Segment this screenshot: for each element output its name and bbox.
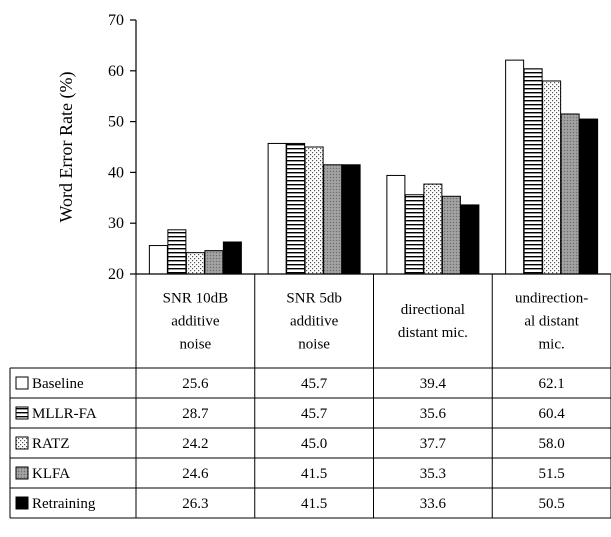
bar-baseline-1 [267,142,287,275]
bar-klfa-1 [323,164,343,275]
legend-swatch-klfa [15,466,29,480]
data-table: Baseline 25.6 45.7 39.4 62.1 MLLR-FA 28.7 45.7 3… [9,367,611,519]
legend-label-ratz: RATZ [32,436,70,452]
bar-mllr-fa-1 [286,142,306,275]
table-cell-klfa-0: 24.6 [182,466,209,482]
table-cell-ratz-3: 58.0 [539,436,565,452]
bar-retraining-3 [579,118,599,275]
y-tick-label-50: 50 [108,114,124,131]
category-label-3: undirection-al distant mic. [515,291,588,353]
table-cell-retraining-3: 50.5 [539,496,565,512]
table-cell-klfa-2: 35.3 [420,466,446,482]
legend-swatch-baseline [15,376,29,390]
bar-retraining-2 [460,204,480,275]
legend-label-retraining: Retraining [32,496,96,512]
y-axis-title: Word Error Rate (%) [56,72,77,223]
y-axis: 20 30 40 50 60 70 Word Error Rate (%) [56,12,137,283]
bar-klfa-3 [560,113,580,275]
plot-area [148,59,599,275]
y-tick-label-40: 40 [108,164,124,181]
bar-klfa-2 [441,195,461,275]
legend-swatch-ratz [15,436,29,450]
bar-ratz-2 [423,183,443,275]
table-cell-ratz-2: 37.7 [420,436,447,452]
table-cell-mllr-fa-0: 28.7 [182,406,209,422]
table-cell-mllr-fa-1: 45.7 [301,406,328,422]
bar-ratz-1 [304,146,324,275]
bar-klfa-0 [204,250,224,275]
table-cell-mllr-fa-2: 35.6 [420,406,447,422]
table-cell-retraining-0: 26.3 [182,496,208,512]
category-label-0: SNR 10dB additive noise [163,291,228,353]
bar-baseline-2 [386,174,406,275]
table-cell-baseline-3: 62.1 [539,376,565,392]
table-cell-baseline-0: 25.6 [182,376,209,392]
y-tick-label-60: 60 [108,63,124,80]
legend-swatch-retraining [15,496,29,510]
y-tick-label-20: 20 [108,266,124,283]
category-label-1: SNR 5db additive noise [286,291,341,353]
category-labels: SNR 10dB additive noise SNR 5db additive nois… [135,273,611,518]
table-cell-mllr-fa-3: 60.4 [539,406,566,422]
bar-ratz-0 [185,252,205,275]
bar-retraining-0 [222,241,242,275]
legend-label-klfa: KLFA [32,466,70,482]
y-tick-label-70: 70 [108,12,124,29]
bar-mllr-fa-0 [167,229,187,275]
table-cell-klfa-3: 51.5 [539,466,565,482]
bar-mllr-fa-2 [404,194,424,275]
bar-retraining-1 [341,164,361,275]
legend-swatch-mllr-fa [15,406,29,420]
table-cell-ratz-0: 24.2 [182,436,208,452]
table-cell-baseline-1: 45.7 [301,376,328,392]
legend-label-baseline: Baseline [32,376,84,392]
table-cell-retraining-1: 41.5 [301,496,327,512]
table-cell-klfa-1: 41.5 [301,466,327,482]
bar-baseline-3 [505,59,525,275]
legend-label-mllr-fa: MLLR-FA [32,406,97,422]
table-cell-ratz-1: 45.0 [301,436,327,452]
table-cell-retraining-2: 33.6 [420,496,447,512]
y-tick-label-30: 30 [108,215,124,232]
bar-ratz-3 [542,80,562,275]
table-cell-baseline-2: 39.4 [420,376,447,392]
bar-mllr-fa-3 [523,68,543,275]
category-label-2: directional distant mic. [398,302,468,341]
bar-baseline-0 [148,245,168,275]
